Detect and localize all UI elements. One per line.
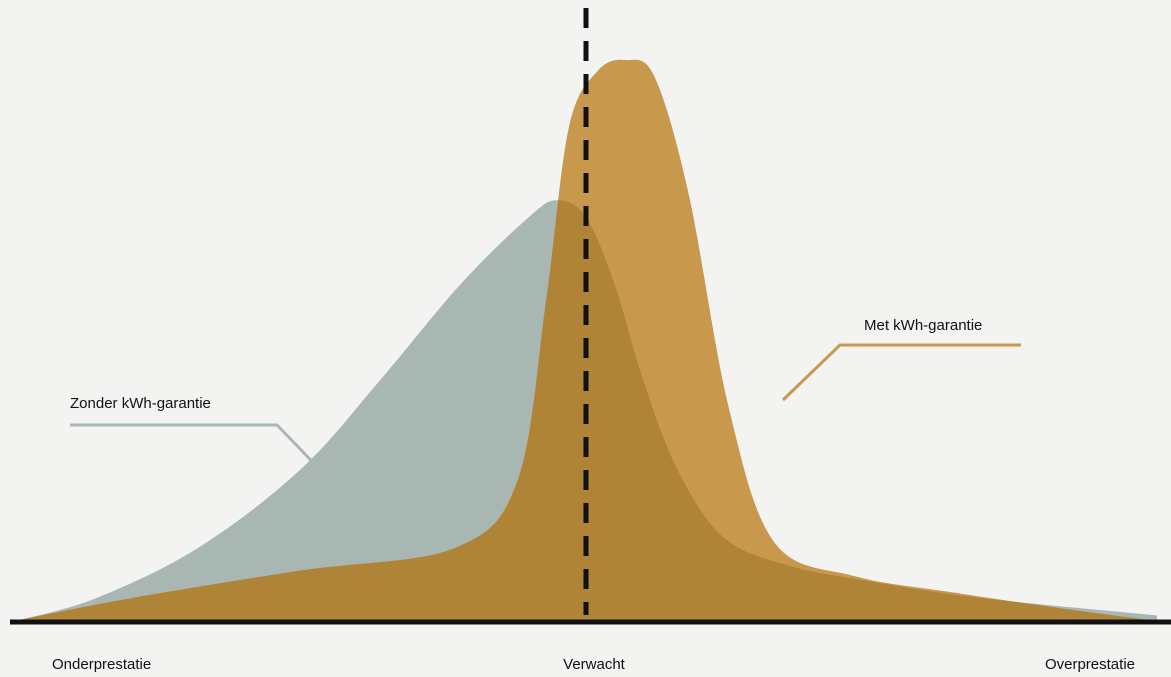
legend-label-met: Met kWh-garantie	[864, 317, 982, 334]
leader-line-zonder	[70, 423, 332, 482]
x-tick-label-onderprestatie: Onderprestatie	[52, 656, 151, 673]
leader-line-met	[781, 343, 1021, 402]
legend-label-zonder: Zonder kWh-garantie	[70, 395, 211, 412]
x-tick-label-verwacht: Verwacht	[563, 656, 626, 673]
x-tick-label-overprestatie: Overprestatie	[1045, 656, 1135, 673]
